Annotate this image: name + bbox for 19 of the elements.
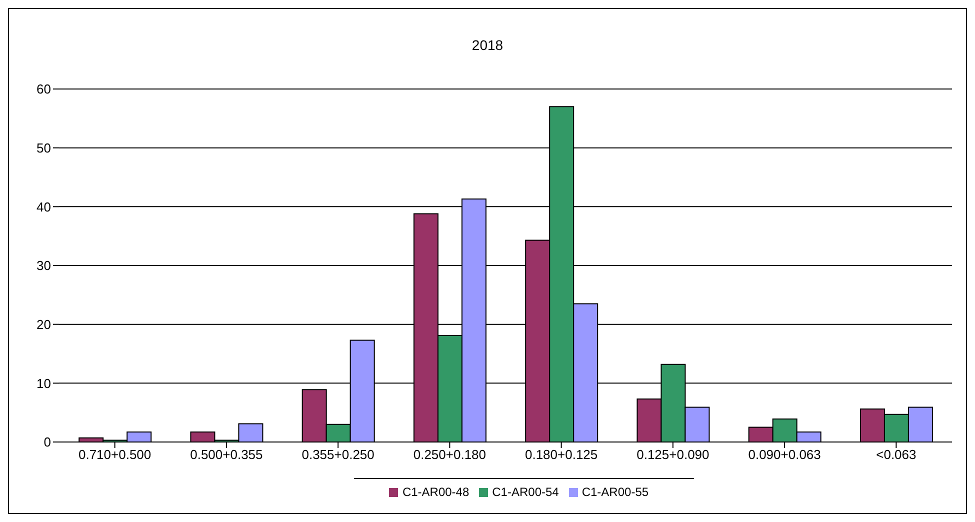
x-tick-label: 0.355+0.250 — [302, 447, 374, 462]
y-tick-label: 10 — [36, 376, 51, 391]
y-tick-label: 50 — [36, 140, 51, 156]
y-tick-label: 30 — [36, 258, 51, 274]
x-tick-label: 0.090+0.063 — [748, 447, 821, 462]
y-tick-label: 0 — [44, 434, 51, 450]
legend-label: C1-AR00-48 — [402, 485, 470, 499]
y-tick-label: 60 — [36, 82, 51, 97]
x-tick-label: 0.250+0.180 — [413, 447, 486, 462]
chart-title: 2018 — [470, 37, 504, 53]
x-tick-label: 0.710+0.500 — [78, 447, 152, 462]
y-tick-label: 40 — [36, 199, 51, 214]
legend-label: C1-AR00-55 — [582, 485, 649, 499]
x-tick-label: <0.063 — [876, 447, 916, 462]
x-tick-label: 0.125+0.090 — [636, 447, 710, 462]
x-tick-label: 0.180+0.125 — [524, 447, 598, 462]
x-tick-label: 0.500+0.355 — [190, 447, 263, 462]
legend-label: C1-AR00-54 — [492, 485, 559, 499]
y-tick-label: 20 — [36, 316, 51, 332]
